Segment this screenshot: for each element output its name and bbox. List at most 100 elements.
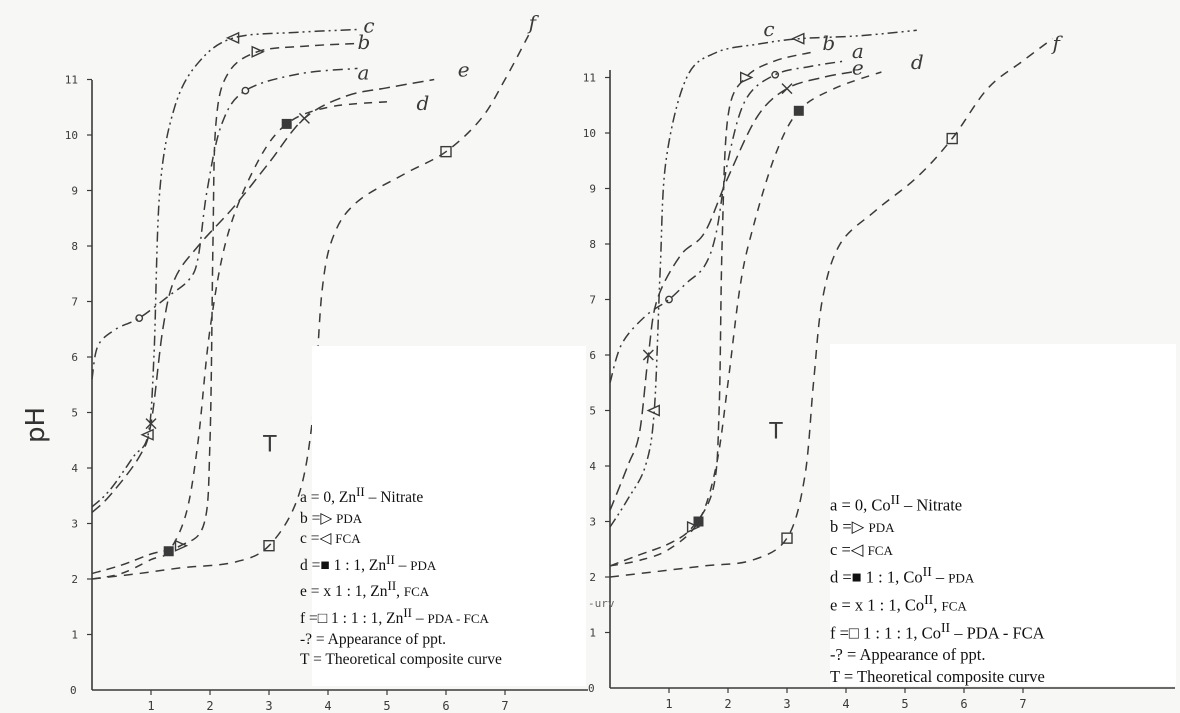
left-series-f-marker xyxy=(440,145,452,158)
left-series-c-line xyxy=(91,28,358,508)
left-series-f-line xyxy=(91,34,530,580)
right-series-a-marker xyxy=(771,70,780,79)
right-series-c-marker xyxy=(646,404,660,417)
left-x-tick-label: 3 xyxy=(265,699,272,713)
legend-row-5: e = x 1 : 1, ZnII, FCA xyxy=(300,578,430,601)
right-x-tick-label: 6 xyxy=(960,697,967,711)
left-x-tick-label: 5 xyxy=(383,699,390,713)
left-series-f-marker xyxy=(263,540,275,552)
right-series-c-label: c xyxy=(763,17,774,41)
right-series-e-label: e xyxy=(852,56,864,80)
left-series-e-label: e xyxy=(458,58,470,82)
right-annotation-T: T xyxy=(768,419,783,444)
left-series-f-label: f xyxy=(527,11,540,35)
left-y-tick-label: 6 xyxy=(71,351,78,364)
left-x-tick-label: 1 xyxy=(147,699,154,713)
right-y-tick-label: 8 xyxy=(589,238,596,251)
legend-row-6: f =□ 1 : 1 : 1, ZnII – PDA - FCA xyxy=(300,604,489,628)
right-y-tick-label: 10 xyxy=(583,127,596,140)
right-series-a-marker xyxy=(665,295,673,304)
right-y-tick-label: 7 xyxy=(589,294,596,307)
left-x-tick-label: 4 xyxy=(324,699,331,713)
left-y-tick-label: 11 xyxy=(65,74,78,87)
right-y-tick-label: 5 xyxy=(589,405,596,418)
left-series-e-marker xyxy=(298,112,310,124)
left-series-e-marker xyxy=(145,418,157,430)
right-series-e-line xyxy=(609,71,853,511)
y-axis-label: pH xyxy=(21,406,52,444)
right-series-f-marker xyxy=(946,132,958,145)
left-annotation-T: T xyxy=(262,432,277,457)
right-y-tick-label: 3 xyxy=(589,516,596,529)
left-y-tick-label: 4 xyxy=(71,462,78,475)
right-x-tick-label: 4 xyxy=(842,697,849,711)
left-y-tick-label: 1 xyxy=(71,629,78,642)
left-series-d-label: d xyxy=(417,91,430,115)
legend-row-6: f =□ 1 : 1 : 1, CoII – PDA - FCA xyxy=(830,620,1045,643)
left-series-d-line xyxy=(91,100,388,580)
right-series-f-label: f xyxy=(1051,31,1064,55)
stray-margin-text: -urv xyxy=(588,597,615,610)
legend-row-5: e = x 1 : 1, CoII, FCA xyxy=(830,592,967,615)
legend-row-1: a = 0, ZnII – Nitrate xyxy=(300,484,424,507)
legend-row-8: T = Theoretical composite curve xyxy=(300,651,502,669)
legend-row-7: -? = Appearance of ppt. xyxy=(300,630,447,648)
legend-zinc: a = 0, ZnII – Nitrate b =▷ PDA c =◁ FCA d =… xyxy=(300,346,586,686)
right-series-e-marker xyxy=(642,349,654,361)
legend-row-1: a = 0, CoII – Nitrate xyxy=(830,492,963,515)
left-series-c-label: c xyxy=(363,13,374,37)
left-series-a-line xyxy=(91,67,358,380)
right-series-c-line xyxy=(609,29,917,528)
legend-row-4: d =■ 1 : 1, ZnII – PDA xyxy=(300,551,437,574)
left-x-tick-label: 7 xyxy=(501,699,508,713)
left-origin-label: 0 xyxy=(70,684,77,697)
right-series-d-marker xyxy=(693,516,704,527)
legend-row-3: c =◁ FCA xyxy=(830,539,893,559)
right-series-d-label: d xyxy=(911,50,924,74)
left-series-c-marker xyxy=(225,31,240,44)
right-y-tick-label: 6 xyxy=(589,349,596,362)
legend-cobalt-rows: a = 0, CoII – Nitrate b =▷ PDA c =◁ FCA d =… xyxy=(830,489,1045,687)
left-series-b-label: b xyxy=(358,30,371,54)
left-series-e-line xyxy=(91,78,435,513)
legend-row-3: c =◁ FCA xyxy=(300,530,361,548)
right-origin-label: 0 xyxy=(588,682,595,695)
left-series-a-marker xyxy=(241,86,250,95)
right-x-tick-label: 5 xyxy=(901,697,908,711)
right-series-d-marker xyxy=(793,105,804,116)
left-x-tick-label: 2 xyxy=(206,699,213,713)
right-y-tick-label: 11 xyxy=(583,72,596,85)
right-series-a-label: a xyxy=(852,39,864,63)
left-y-tick-label: 10 xyxy=(65,129,78,142)
right-x-tick-label: 3 xyxy=(783,697,790,711)
right-series-b-label: b xyxy=(822,31,835,55)
legend-row-8: T = Theoretical composite curve xyxy=(830,666,1045,686)
right-y-tick-label: 2 xyxy=(589,571,596,584)
right-series-c-marker xyxy=(791,32,805,45)
legend-row-2: b =▷ PDA xyxy=(830,517,895,536)
left-series-b-marker xyxy=(174,539,189,552)
right-y-tick-label: 4 xyxy=(589,460,596,473)
left-y-tick-label: 3 xyxy=(71,518,78,531)
right-series-b-marker xyxy=(740,71,754,84)
legend-row-7: -? = Appearance of ppt. xyxy=(830,645,986,664)
left-series-d-marker xyxy=(281,118,292,129)
left-x-tick-label: 6 xyxy=(442,699,449,713)
right-y-tick-label: 9 xyxy=(589,183,596,196)
right-x-tick-label: 7 xyxy=(1019,697,1026,711)
right-series-e-marker xyxy=(781,83,793,95)
left-y-tick-label: 5 xyxy=(71,407,78,420)
legend-row-2: b =▷ PDA xyxy=(300,509,363,527)
left-series-b-line xyxy=(91,42,358,575)
right-series-f-line xyxy=(609,38,1053,578)
legend-zinc-rows: a = 0, ZnII – Nitrate b =▷ PDA c =◁ FCA d =… xyxy=(300,482,502,671)
left-y-tick-label: 8 xyxy=(71,240,78,253)
left-series-a-marker xyxy=(135,314,144,323)
right-series-f-marker xyxy=(781,532,793,544)
legend-row-4: d =■ 1 : 1, CoII – PDA xyxy=(830,564,975,587)
left-y-tick-label: 2 xyxy=(71,573,78,586)
left-y-tick-label: 7 xyxy=(71,296,78,309)
right-x-tick-label: 1 xyxy=(665,697,672,711)
